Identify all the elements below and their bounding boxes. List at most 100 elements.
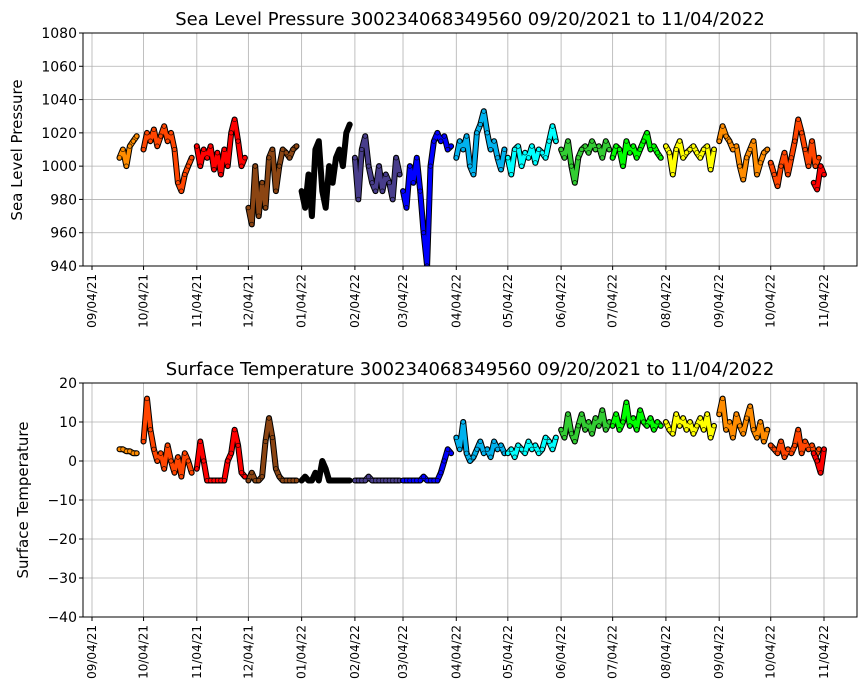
data-point (256, 213, 262, 219)
data-point (568, 431, 574, 437)
data-point (754, 171, 760, 177)
data-point (123, 163, 129, 169)
data-point (792, 442, 798, 448)
data-point (716, 138, 722, 144)
data-point (711, 147, 717, 153)
x-tick-label: 09/04/21 (85, 625, 99, 679)
data-point (737, 163, 743, 169)
data-point (501, 147, 507, 153)
data-point (641, 138, 647, 144)
data-point (505, 155, 511, 161)
data-point (596, 423, 602, 429)
data-point (249, 470, 255, 476)
data-point (596, 143, 602, 149)
data-point (495, 446, 501, 452)
data-point (302, 474, 308, 480)
data-point (654, 419, 660, 425)
series-line (811, 447, 826, 475)
data-point (515, 143, 521, 149)
data-point (778, 163, 784, 169)
data-point (352, 155, 358, 161)
data-point (505, 450, 511, 456)
data-point (326, 163, 332, 169)
data-point (266, 155, 272, 161)
data-point (158, 450, 164, 456)
data-point (441, 458, 447, 464)
data-point (558, 427, 564, 433)
data-point (550, 446, 556, 452)
data-point (519, 446, 525, 452)
data-point (592, 147, 598, 153)
data-point (747, 147, 753, 153)
data-point (620, 163, 626, 169)
data-point (565, 138, 571, 144)
data-point (369, 180, 375, 186)
data-point (144, 130, 150, 136)
data-point (647, 415, 653, 421)
y-tick-label: 1000 (41, 159, 77, 175)
data-point (211, 166, 217, 172)
data-point (673, 147, 679, 153)
data-point (161, 123, 167, 129)
data-point (417, 477, 423, 483)
data-point (474, 446, 480, 452)
data-point (151, 127, 157, 133)
data-point (178, 188, 184, 194)
data-point (572, 438, 578, 444)
data-point (185, 163, 191, 169)
data-point (218, 171, 224, 177)
data-point (599, 407, 605, 413)
data-point (814, 186, 820, 192)
data-point (610, 155, 616, 161)
data-point (134, 450, 140, 456)
data-point (147, 138, 153, 144)
data-point (235, 138, 241, 144)
data-point (771, 171, 777, 177)
data-point (687, 147, 693, 153)
data-point (512, 454, 518, 460)
data-point (592, 415, 598, 421)
x-tick-label: 11/04/21 (190, 625, 204, 679)
data-point (171, 470, 177, 476)
data-point (273, 188, 279, 194)
data-point (445, 446, 451, 452)
series-line (246, 416, 299, 483)
data-point (189, 155, 195, 161)
data-point (141, 147, 147, 153)
data-point (512, 147, 518, 153)
data-point (208, 143, 214, 149)
data-point (434, 477, 440, 483)
data-point (788, 155, 794, 161)
data-point (293, 477, 299, 483)
data-point (785, 171, 791, 177)
y-tick-label: 980 (50, 192, 77, 208)
x-tick-label: 11/04/22 (817, 625, 831, 679)
data-point (221, 147, 227, 153)
data-point (562, 155, 568, 161)
data-point (263, 205, 269, 211)
data-point (575, 423, 581, 429)
data-point (194, 143, 200, 149)
data-point (764, 427, 770, 433)
data-point (309, 477, 315, 483)
data-point (586, 150, 592, 156)
data-point (613, 411, 619, 417)
data-point (343, 130, 349, 136)
data-point (491, 438, 497, 444)
data-point (634, 427, 640, 433)
data-point (376, 163, 382, 169)
data-point (775, 450, 781, 456)
data-point (484, 130, 490, 136)
data-point (316, 138, 322, 144)
data-point (586, 419, 592, 425)
data-point (269, 435, 275, 441)
data-point (651, 143, 657, 149)
data-point (599, 155, 605, 161)
data-point (477, 438, 483, 444)
data-point (730, 147, 736, 153)
data-point (818, 163, 824, 169)
data-point (276, 474, 282, 480)
data-point (623, 399, 629, 405)
x-tick-label: 05/04/22 (501, 625, 515, 679)
x-tick-label: 02/04/22 (348, 625, 362, 679)
